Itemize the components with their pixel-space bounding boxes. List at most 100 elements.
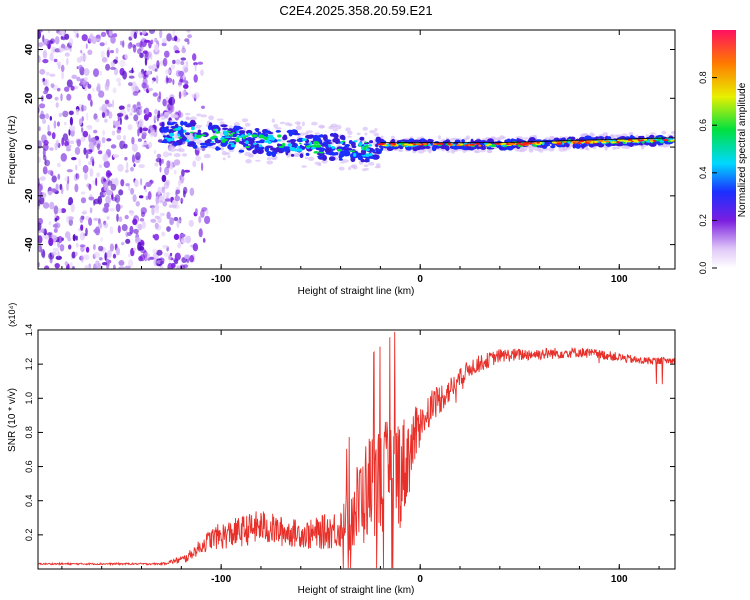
speckle-blob [40,248,46,258]
track-halo [641,145,645,150]
speckle-blob [42,59,49,64]
speckle-blob [123,135,126,141]
speckle-blob [172,204,177,209]
speckle-blob [83,105,87,111]
speckle-blob [115,47,119,54]
track-body [232,134,238,138]
speckle-blob [38,126,41,132]
spectrogram-ticks: -100 0 100 -40 -20 0 20 40 [24,30,675,285]
speckle-blob [158,200,164,204]
speckle-blob [115,247,121,256]
speckle-blob [176,265,180,269]
speckle-blob [93,217,99,221]
speckle-blob [133,163,136,168]
track-core [551,141,557,144]
speckle-blob [192,160,197,168]
track-core [432,143,438,146]
speckle-blob [118,216,123,222]
speckle-blob [107,180,113,186]
colorbar-tick-label: 0.4 [698,167,708,180]
track-hotspot [277,139,281,142]
speckle-blob [48,221,52,226]
speckle-blob [164,198,171,202]
track-core [627,138,632,141]
track-halo [227,155,231,159]
speckle-blob [53,205,59,215]
speckle-blob [105,202,108,212]
speckle-blob [55,139,59,147]
track-halo [340,161,345,164]
speckle-blob [161,38,168,44]
speckle-blob [184,67,189,73]
track-hotspot [270,136,276,141]
speckle-blob [163,252,170,257]
speckle-blob [39,30,43,33]
track-body [339,134,346,140]
snr-scale-note: (x10⁴) [7,303,17,327]
speckle-blob [88,217,93,226]
track-halo [374,128,378,132]
speckle-blob [67,236,72,242]
track-hotspot [247,133,251,136]
track-body [431,145,436,152]
track-hotspot [277,134,282,138]
speckle-blob [39,68,46,75]
speckle-blob [109,226,114,235]
speckle-blob [124,265,131,269]
speckle-blob [113,67,119,76]
speckle-blob [149,127,155,136]
track-core [556,142,563,145]
speckle-blob [46,232,53,236]
speckle-blob [40,110,44,117]
track-body [390,138,396,144]
track-body [197,129,202,134]
y-tick-label: 40 [24,44,35,56]
speckle-blob [45,71,50,76]
speckle-blob [70,85,75,91]
speckle-blob [174,252,181,261]
track-halo [297,134,301,138]
speckle-blob [47,131,52,136]
speckle-blob [197,61,204,65]
track-body [259,139,265,144]
speckle-blob [64,52,70,57]
speckle-blob [57,240,61,248]
speckle-blob [173,169,177,175]
track-hotspot [231,132,236,134]
speckle-blob [128,253,131,258]
speckle-blob [151,206,155,216]
snr-panel: -100 0 100 0.2 0.4 0.6 0.8 1.0 1.2 1.4 Height of … [7,303,676,596]
speckle-blob [107,249,112,259]
speckle-blob [159,166,162,173]
speckle-blob [105,63,111,71]
colorbar-label: Normalized spectral amplitude [737,82,748,217]
track-halo [373,132,380,137]
speckle-blob [159,265,164,269]
speckle-blob [139,40,143,48]
speckle-blob [148,87,153,92]
track-hotspot [301,138,307,142]
track-hotspot [191,126,195,131]
speckle-blob [131,143,138,152]
speckle-blob [71,74,78,80]
speckle-blob [131,107,134,113]
speckle-blob [55,102,59,108]
speckle-blob [98,164,102,169]
speckle-blob [42,166,48,175]
speckle-blob [120,40,123,46]
track-body [299,153,304,159]
track-core [475,142,480,145]
speckle-blob [51,132,56,140]
track-halo [241,118,249,123]
track-halo [224,152,231,156]
speckle-blob [93,68,99,77]
speckle-blob [53,228,58,233]
track-body [238,130,246,134]
speckle-blob [72,30,79,35]
speckle-blob [132,194,137,203]
speckle-blob [102,111,105,118]
track-halo [304,132,310,136]
track-body [439,144,448,150]
track-halo [614,134,620,138]
speckle-blob [103,178,107,182]
